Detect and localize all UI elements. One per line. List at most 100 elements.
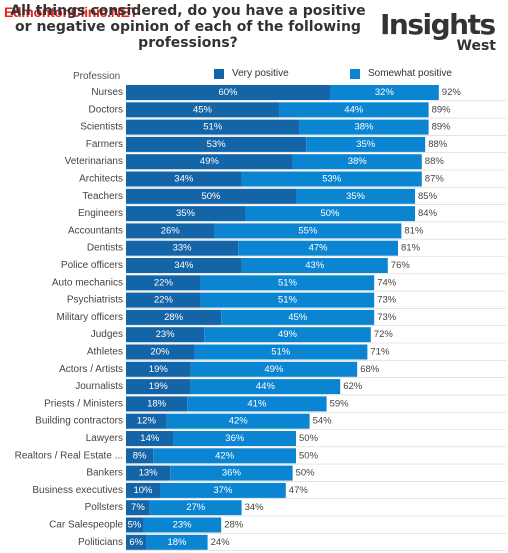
data-label-very-positive-nurses: 60% <box>218 87 238 98</box>
bar-very-positive-judges <box>126 327 205 343</box>
data-label-very-positive-teachers: 50% <box>201 191 221 202</box>
data-label-very-positive-politicians: 6% <box>129 537 143 548</box>
chart-title-line-2: or negative opinion of each of the follo… <box>15 19 361 35</box>
bar-very-positive-veterinarians <box>126 154 293 170</box>
total-label-psychiatrists: 73% <box>377 295 397 306</box>
bar-very-positive-actors-artists <box>126 361 191 377</box>
total-label-business-executives: 47% <box>289 485 309 496</box>
data-label-very-positive-engineers: 35% <box>176 208 196 219</box>
data-label-somewhat-positive-nurses: 32% <box>375 87 395 98</box>
data-label-somewhat-positive-building-contractors: 42% <box>229 416 249 427</box>
bar-somewhat-positive-military-officers <box>221 309 375 325</box>
total-label-pollsters: 34% <box>245 502 265 513</box>
bar-somewhat-positive-lawyers <box>173 431 296 446</box>
bar-very-positive-athletes <box>126 344 194 360</box>
bar-very-positive-pollsters <box>126 500 150 516</box>
bar-very-positive-priests-ministers <box>126 396 188 412</box>
category-label-engineers: Engineers <box>78 208 123 219</box>
data-label-very-positive-veterinarians: 49% <box>200 156 220 167</box>
data-label-somewhat-positive-dentists: 47% <box>309 243 329 254</box>
legend-swatch-somewhat-positive <box>350 68 360 79</box>
category-label-pollsters: Pollsters <box>85 502 123 513</box>
logo-main-text: Insights <box>380 8 496 41</box>
bar-somewhat-positive-actors-artists <box>190 361 358 377</box>
data-label-somewhat-positive-actors-artists: 49% <box>264 364 284 375</box>
data-label-very-positive-psychiatrists: 22% <box>154 295 174 306</box>
data-label-very-positive-farmers: 53% <box>207 139 227 150</box>
data-label-very-positive-journalists: 19% <box>149 381 169 392</box>
data-label-somewhat-positive-scientists: 38% <box>354 122 374 133</box>
total-label-accountants: 81% <box>404 225 424 236</box>
category-label-doctors: Doctors <box>89 104 123 115</box>
category-label-accountants: Accountants <box>68 225 123 236</box>
category-label-car-salespeople: Car Salespeople <box>49 520 123 531</box>
legend-item-somewhat-positive: Somewhat positive <box>350 68 452 79</box>
data-label-very-positive-pollsters: 7% <box>131 502 145 513</box>
data-label-somewhat-positive-psychiatrists: 51% <box>278 295 298 306</box>
data-label-somewhat-positive-teachers: 35% <box>346 191 366 202</box>
bar-somewhat-positive-doctors <box>279 102 429 118</box>
category-label-realtors-real-estate: Realtors / Real Estate ... <box>15 450 123 461</box>
data-label-somewhat-positive-business-executives: 37% <box>213 485 233 496</box>
total-label-journalists: 62% <box>343 381 363 392</box>
logo-sub-text: West <box>456 38 496 54</box>
data-label-somewhat-positive-journalists: 44% <box>256 381 276 392</box>
chart-title-line-1: All things considered, do you have a pos… <box>10 3 366 19</box>
bar-very-positive-lawyers <box>126 431 174 446</box>
bar-somewhat-positive-police-officers <box>241 258 388 273</box>
data-label-very-positive-priests-ministers: 18% <box>147 398 167 409</box>
total-label-scientists: 89% <box>432 122 452 133</box>
data-label-very-positive-dentists: 33% <box>173 243 193 254</box>
bar-very-positive-journalists <box>126 379 191 395</box>
total-label-lawyers: 50% <box>299 433 319 444</box>
bar-somewhat-positive-building-contractors <box>166 413 310 429</box>
category-label-lawyers: Lawyers <box>86 433 123 444</box>
data-label-somewhat-positive-car-salespeople: 23% <box>173 520 193 531</box>
category-label-military-officers: Military officers <box>57 312 124 323</box>
bar-very-positive-bankers <box>126 465 171 481</box>
bar-very-positive-scientists <box>126 119 300 135</box>
category-label-athletes: Athletes <box>87 347 123 358</box>
insights-west-logo: Insights West <box>380 8 504 64</box>
bar-somewhat-positive-judges <box>204 327 371 343</box>
data-label-somewhat-positive-priests-ministers: 41% <box>247 398 267 409</box>
bar-somewhat-positive-bankers <box>170 465 293 481</box>
data-label-somewhat-positive-pollsters: 27% <box>186 502 206 513</box>
bar-very-positive-engineers <box>126 206 245 222</box>
bar-very-positive-business-executives <box>126 482 160 498</box>
bar-somewhat-positive-dentists <box>238 240 398 256</box>
data-label-very-positive-scientists: 51% <box>203 122 223 133</box>
category-label-psychiatrists: Psychiatrists <box>67 295 123 306</box>
total-label-police-officers: 76% <box>391 260 411 271</box>
data-label-very-positive-car-salespeople: 5% <box>128 520 142 531</box>
bar-somewhat-positive-nurses <box>330 85 439 100</box>
category-label-nurses: Nurses <box>91 87 123 98</box>
total-label-actors-artists: 68% <box>360 364 380 375</box>
data-label-very-positive-judges: 23% <box>156 329 176 340</box>
data-label-somewhat-positive-police-officers: 43% <box>305 260 325 271</box>
chart-title: All things considered, do you have a pos… <box>0 3 376 51</box>
data-label-somewhat-positive-judges: 49% <box>278 329 298 340</box>
watermark: EdmontonClinic.NET <box>4 4 138 20</box>
data-label-very-positive-business-executives: 10% <box>133 485 153 496</box>
data-label-somewhat-positive-architects: 53% <box>322 174 342 185</box>
data-label-somewhat-positive-farmers: 35% <box>356 139 376 150</box>
category-label-teachers: Teachers <box>82 191 123 202</box>
category-label-scientists: Scientists <box>80 122 123 133</box>
category-column-header: Profession <box>73 71 121 82</box>
category-label-bankers: Bankers <box>86 468 123 479</box>
data-label-very-positive-bankers: 13% <box>139 468 159 479</box>
data-label-somewhat-positive-athletes: 51% <box>271 347 291 358</box>
data-label-very-positive-police-officers: 34% <box>174 260 194 271</box>
data-label-somewhat-positive-military-officers: 45% <box>288 312 308 323</box>
bar-somewhat-positive-business-executives <box>160 482 286 498</box>
category-label-building-contractors: Building contractors <box>35 416 123 427</box>
bar-somewhat-positive-veterinarians <box>292 154 422 170</box>
data-label-somewhat-positive-auto-mechanics: 51% <box>278 277 298 288</box>
total-label-judges: 72% <box>374 329 394 340</box>
total-label-farmers: 88% <box>428 139 448 150</box>
category-label-judges: Judges <box>91 329 123 340</box>
category-label-auto-mechanics: Auto mechanics <box>52 277 123 288</box>
bar-somewhat-positive-scientists <box>299 119 429 135</box>
data-label-somewhat-positive-accountants: 55% <box>298 225 318 236</box>
